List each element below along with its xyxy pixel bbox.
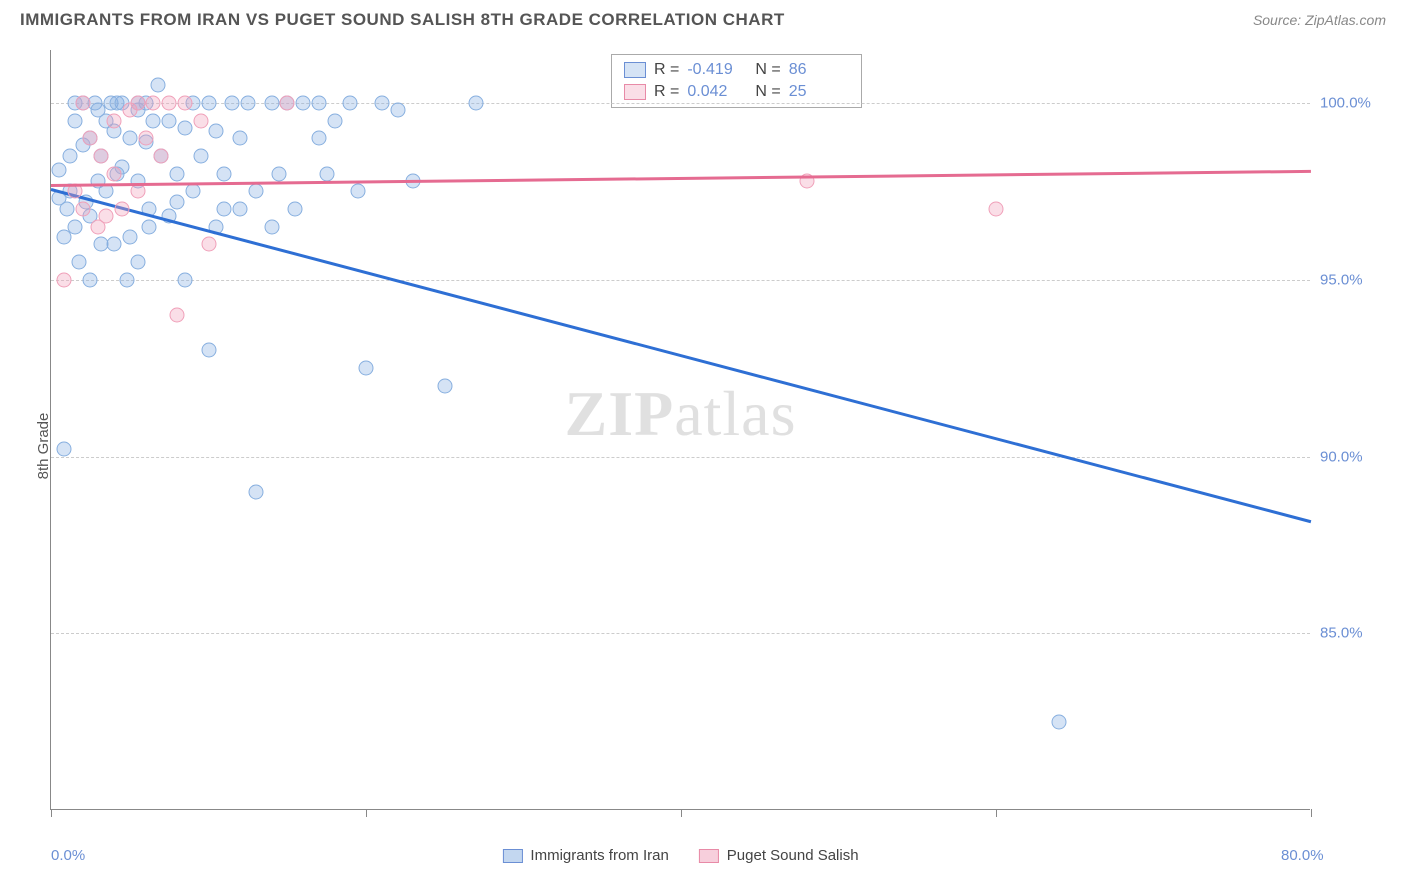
xtick — [681, 809, 682, 817]
data-point — [225, 96, 240, 111]
xtick — [366, 809, 367, 817]
data-point — [233, 202, 248, 217]
data-point — [248, 484, 263, 499]
data-point — [272, 166, 287, 181]
data-point — [75, 96, 90, 111]
gridline — [51, 457, 1310, 458]
xtick — [1311, 809, 1312, 817]
legend-item: Puget Sound Salish — [699, 847, 859, 864]
data-point — [67, 113, 82, 128]
data-point — [193, 149, 208, 164]
data-point — [248, 184, 263, 199]
gridline — [51, 633, 1310, 634]
data-point — [217, 202, 232, 217]
data-point — [359, 361, 374, 376]
legend-item: Immigrants from Iran — [502, 847, 668, 864]
data-point — [72, 255, 87, 270]
data-point — [130, 255, 145, 270]
data-point — [185, 184, 200, 199]
data-point — [217, 166, 232, 181]
trend-line — [51, 170, 1311, 187]
chart-title: IMMIGRANTS FROM IRAN VS PUGET SOUND SALI… — [20, 10, 785, 30]
data-point — [296, 96, 311, 111]
data-point — [264, 96, 279, 111]
data-point — [170, 166, 185, 181]
data-point — [209, 124, 224, 139]
data-point — [122, 131, 137, 146]
data-point — [177, 272, 192, 287]
data-point — [138, 131, 153, 146]
data-point — [989, 202, 1004, 217]
data-point — [56, 442, 71, 457]
data-point — [280, 96, 295, 111]
data-point — [83, 272, 98, 287]
data-point — [130, 184, 145, 199]
xtick-label: 80.0% — [1281, 847, 1324, 864]
data-point — [162, 96, 177, 111]
data-point — [99, 184, 114, 199]
data-point — [374, 96, 389, 111]
data-point — [107, 166, 122, 181]
legend-row: R = -0.419N = 86 — [624, 59, 849, 81]
data-point — [201, 343, 216, 358]
source-label: Source: ZipAtlas.com — [1253, 12, 1386, 28]
data-point — [83, 131, 98, 146]
data-point — [201, 237, 216, 252]
data-point — [107, 237, 122, 252]
data-point — [233, 131, 248, 146]
data-point — [151, 78, 166, 93]
data-point — [311, 96, 326, 111]
data-point — [114, 202, 129, 217]
ytick-label: 100.0% — [1320, 95, 1380, 112]
data-point — [56, 272, 71, 287]
data-point — [311, 131, 326, 146]
data-point — [351, 184, 366, 199]
data-point — [51, 163, 66, 178]
series-legend: Immigrants from Iran Puget Sound Salish — [502, 847, 858, 864]
data-point — [146, 113, 161, 128]
data-point — [201, 96, 216, 111]
trend-line — [51, 188, 1312, 523]
xtick — [51, 809, 52, 817]
data-point — [170, 195, 185, 210]
xtick — [996, 809, 997, 817]
data-point — [67, 219, 82, 234]
data-point — [122, 230, 137, 245]
data-point — [437, 378, 452, 393]
data-point — [1052, 714, 1067, 729]
data-point — [141, 219, 156, 234]
data-point — [390, 103, 405, 118]
gridline — [51, 280, 1310, 281]
data-point — [469, 96, 484, 111]
data-point — [240, 96, 255, 111]
data-point — [94, 149, 109, 164]
ytick-label: 95.0% — [1320, 271, 1380, 288]
data-point — [75, 202, 90, 217]
data-point — [146, 96, 161, 111]
data-point — [162, 113, 177, 128]
ytick-label: 85.0% — [1320, 625, 1380, 642]
data-point — [288, 202, 303, 217]
data-point — [170, 308, 185, 323]
watermark: ZIPatlas — [565, 377, 797, 451]
correlation-legend: R = -0.419N = 86R = 0.042N = 25 — [611, 54, 862, 108]
data-point — [177, 96, 192, 111]
data-point — [62, 149, 77, 164]
data-point — [130, 96, 145, 111]
data-point — [154, 149, 169, 164]
data-point — [99, 209, 114, 224]
data-point — [327, 113, 342, 128]
data-point — [107, 113, 122, 128]
data-point — [119, 272, 134, 287]
ytick-label: 90.0% — [1320, 448, 1380, 465]
xtick-label: 0.0% — [51, 847, 85, 864]
legend-row: R = 0.042N = 25 — [624, 81, 849, 103]
chart-plot-area: ZIPatlas R = -0.419N = 86R = 0.042N = 25… — [50, 50, 1310, 810]
data-point — [59, 202, 74, 217]
data-point — [193, 113, 208, 128]
data-point — [319, 166, 334, 181]
data-point — [177, 120, 192, 135]
data-point — [264, 219, 279, 234]
data-point — [343, 96, 358, 111]
